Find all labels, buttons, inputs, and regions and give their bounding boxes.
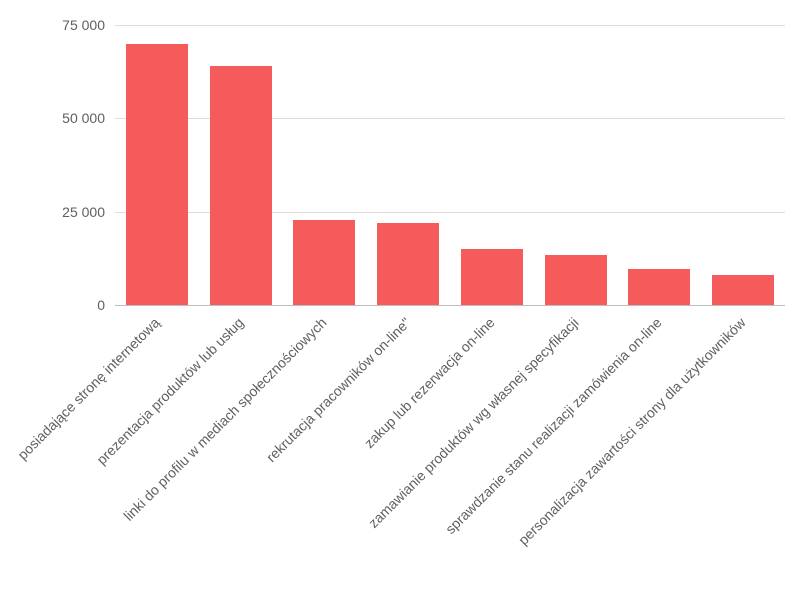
- y-tick-label: 75 000: [0, 17, 105, 33]
- plot-area: [115, 25, 785, 305]
- x-tick-label: personalizacja zawartości strony dla uży…: [455, 314, 749, 608]
- y-tick-label: 50 000: [0, 110, 105, 126]
- y-tick-label: 0: [0, 297, 105, 313]
- bar: [210, 66, 272, 305]
- bar: [377, 223, 439, 305]
- y-tick-label: 25 000: [0, 204, 105, 220]
- bar: [293, 220, 355, 305]
- x-tick-label: rekrutacja pracowników on-line": [120, 314, 414, 608]
- x-tick-label: zakup lub rezerwacja on-line: [203, 314, 497, 608]
- bar: [461, 249, 523, 305]
- gridline: [115, 25, 785, 26]
- x-axis-labels: posiadające stronę internetowąprezentacj…: [115, 312, 785, 602]
- x-tick-label: sprawdzanie stanu realizacji zamówienia …: [371, 314, 665, 608]
- bar-chart: 0 25 000 50 000 75 000 posiadające stronę i…: [0, 0, 800, 612]
- gridline: [115, 305, 785, 306]
- x-tick-label: zamawianie produktów wg własnej specyfik…: [287, 314, 581, 608]
- bar: [545, 255, 607, 305]
- bar: [712, 275, 774, 305]
- bar: [126, 44, 188, 305]
- bar: [628, 269, 690, 305]
- x-tick-label: linki do profilu w mediach społecznościo…: [36, 314, 330, 608]
